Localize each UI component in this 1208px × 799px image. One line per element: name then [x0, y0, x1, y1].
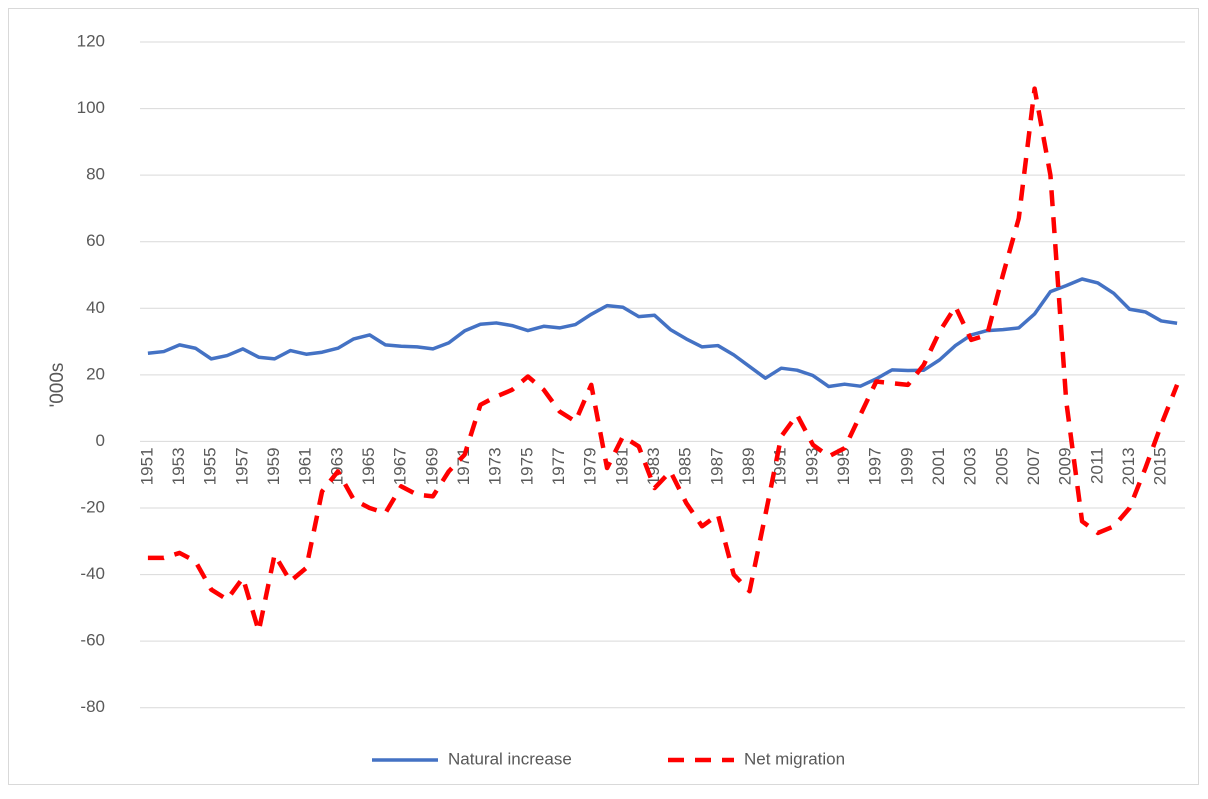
x-tick-label: 1977 [549, 447, 568, 485]
x-tick-label: 1997 [866, 447, 885, 485]
y-tick-label: -40 [80, 564, 105, 583]
x-tick-label: 1957 [232, 447, 251, 485]
x-tick-label: 1973 [486, 447, 505, 485]
x-tick-label: 1959 [264, 447, 283, 485]
x-tick-label: 2009 [1056, 447, 1075, 485]
x-tick-label: 1971 [454, 447, 473, 485]
x-tick-label: 1989 [739, 447, 758, 485]
x-tick-label: 1953 [169, 447, 188, 485]
y-tick-label: -80 [80, 697, 105, 716]
y-tick-label: 60 [86, 231, 105, 250]
x-tick-label: 1993 [802, 447, 821, 485]
x-tick-label: 1979 [581, 447, 600, 485]
chart-border [8, 8, 1199, 785]
x-tick-label: 2003 [961, 447, 980, 485]
x-tick-label: 2007 [1024, 447, 1043, 485]
x-tick-label: 1955 [201, 447, 220, 485]
y-tick-label: 120 [77, 31, 105, 50]
x-tick-label: 1969 [422, 447, 441, 485]
x-tick-label: 1981 [612, 447, 631, 485]
x-tick-label: 1995 [834, 447, 853, 485]
x-tick-label: 2011 [1087, 447, 1106, 484]
x-tick-label: 1951 [137, 447, 156, 485]
y-axis-title: '000s [47, 363, 68, 408]
x-tick-label: 1967 [391, 447, 410, 485]
x-tick-label: 1999 [897, 447, 916, 485]
y-tick-label: 100 [77, 98, 105, 117]
x-tick-label: 2015 [1151, 447, 1170, 485]
legend-label: Net migration [744, 749, 845, 768]
y-tick-label: 0 [96, 431, 105, 450]
legend-label: Natural increase [448, 749, 572, 768]
x-tick-label: 1965 [359, 447, 378, 485]
x-tick-label: 1961 [296, 447, 315, 485]
series-line [147, 86, 1180, 634]
x-tick-label: 1985 [676, 447, 695, 485]
series-line [147, 277, 1178, 389]
x-tick-label: 2001 [929, 447, 948, 485]
x-tick-label: 1975 [517, 447, 536, 485]
x-tick-label: 2005 [992, 447, 1011, 485]
x-tick-label: 1987 [707, 447, 726, 485]
y-tick-label: 80 [86, 165, 105, 184]
y-tick-label: 20 [86, 364, 105, 383]
y-tick-label: 40 [86, 298, 105, 317]
y-tick-label: -60 [80, 631, 105, 650]
x-tick-label: 2013 [1119, 447, 1138, 485]
y-tick-label: -20 [80, 497, 105, 516]
